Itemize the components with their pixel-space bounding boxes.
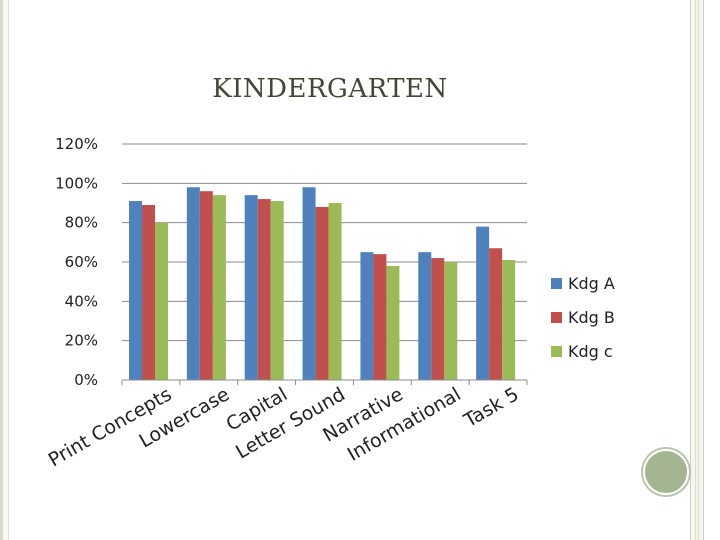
legend-label: Kdg A (568, 274, 615, 293)
bar (418, 252, 432, 380)
legend-label: Kdg B (568, 308, 615, 327)
legend: Kdg A Kdg B Kdg c (551, 274, 615, 361)
y-tick-label: 0% (74, 371, 98, 389)
bar (360, 252, 374, 380)
y-tick-label: 120% (55, 135, 98, 153)
y-tick-label: 40% (65, 292, 98, 310)
bar (386, 265, 400, 380)
bar (476, 226, 490, 380)
bars (129, 187, 516, 380)
bar (186, 187, 200, 380)
bar (315, 206, 329, 380)
bar (373, 254, 387, 380)
bar (129, 201, 142, 380)
y-axis-labels: 0% 20% 40% 60% 80% 100% 120% (55, 135, 98, 389)
bar (270, 201, 284, 380)
chart-title-container: KINDERGARTEN (0, 74, 660, 104)
decorative-circle (643, 449, 689, 495)
legend-swatch (551, 346, 562, 357)
y-tick-label: 80% (65, 214, 98, 232)
bar (199, 191, 213, 380)
slide-left-border (0, 0, 9, 540)
bar (489, 248, 503, 380)
x-category-label: Task 5 (459, 383, 522, 432)
bar (302, 187, 316, 380)
bar (155, 222, 168, 380)
bar (244, 195, 258, 380)
y-tick-label: 100% (55, 174, 98, 192)
bar (328, 203, 342, 380)
bar (431, 258, 445, 380)
y-tick-label: 60% (65, 253, 98, 271)
x-axis (121, 379, 528, 385)
legend-swatch (551, 278, 562, 289)
bar (142, 204, 155, 380)
legend-swatch (551, 312, 562, 323)
y-tick-label: 20% (65, 332, 98, 350)
bar (257, 199, 271, 380)
bar (212, 195, 226, 380)
legend-label: Kdg c (568, 342, 613, 361)
bar (444, 262, 458, 380)
bar (502, 260, 516, 380)
chart-title: KINDERGARTEN (212, 74, 448, 104)
slide-right-border (690, 0, 704, 540)
slide-right-border-inner (695, 0, 699, 540)
